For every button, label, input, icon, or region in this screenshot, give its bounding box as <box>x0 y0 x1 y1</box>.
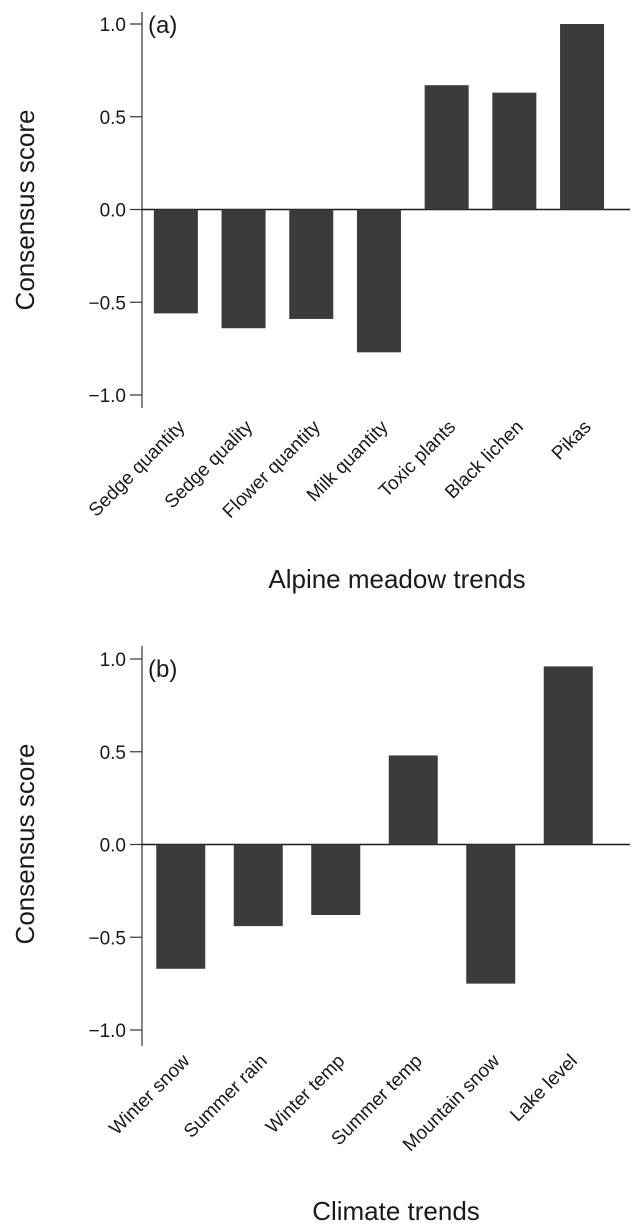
panel-b-x-axis-title: Climate trends <box>312 1196 480 1226</box>
panel-a-y-tick-label: 0.5 <box>100 108 126 129</box>
panel-a: (a) Consensus score Alpine meadow trends… <box>10 12 630 594</box>
panel-b-bar <box>466 844 516 984</box>
panel-b-y-tick-label: 0.0 <box>100 836 126 857</box>
panel-b-y-tick-label: 1.0 <box>100 650 126 671</box>
panel-b-bar <box>388 755 438 845</box>
panel-b-label: (b) <box>148 656 177 683</box>
panel-a-y-axis-title: Consensus score <box>10 110 40 311</box>
panel-a-bar <box>424 85 469 210</box>
panel-a-bar <box>221 209 266 329</box>
panel-b-bar <box>156 844 206 969</box>
panel-b-y-tick-label: −0.5 <box>88 928 126 949</box>
panel-b-category-label: Winter temp <box>262 1051 349 1138</box>
panel-a-y-tick-label: 0.0 <box>100 201 126 222</box>
panel-a-label: (a) <box>148 12 177 39</box>
panel-b-y-tick-label: 0.5 <box>100 743 126 764</box>
panel-a-bar <box>289 209 334 319</box>
panel-b-bar <box>233 844 283 927</box>
panel-a-bar <box>356 209 401 353</box>
panel-b-y-axis-title: Consensus score <box>10 744 40 945</box>
panel-a-y-tick-label: −1.0 <box>88 386 126 407</box>
panel-b-bar <box>543 666 593 845</box>
panel-a-category-label: Pikas <box>548 417 596 465</box>
panel-b-bar <box>311 844 361 915</box>
panel-a-bar <box>560 24 605 210</box>
panel-a-y-tick-label: −0.5 <box>88 293 126 314</box>
panel-b: (b) Consensus score Climate trends 1.0 0.… <box>10 646 630 1226</box>
panel-a-y-tick-label: 1.0 <box>100 15 126 36</box>
panel-a-x-axis-title: Alpine meadow trends <box>268 564 525 594</box>
panel-b-category-label: Summer rain <box>180 1051 272 1143</box>
panel-b-y-tick-label: −1.0 <box>88 1021 126 1042</box>
panel-a-bar <box>153 209 198 314</box>
panel-b-category-label: Lake level <box>506 1051 581 1126</box>
panel-a-bar <box>492 92 537 210</box>
